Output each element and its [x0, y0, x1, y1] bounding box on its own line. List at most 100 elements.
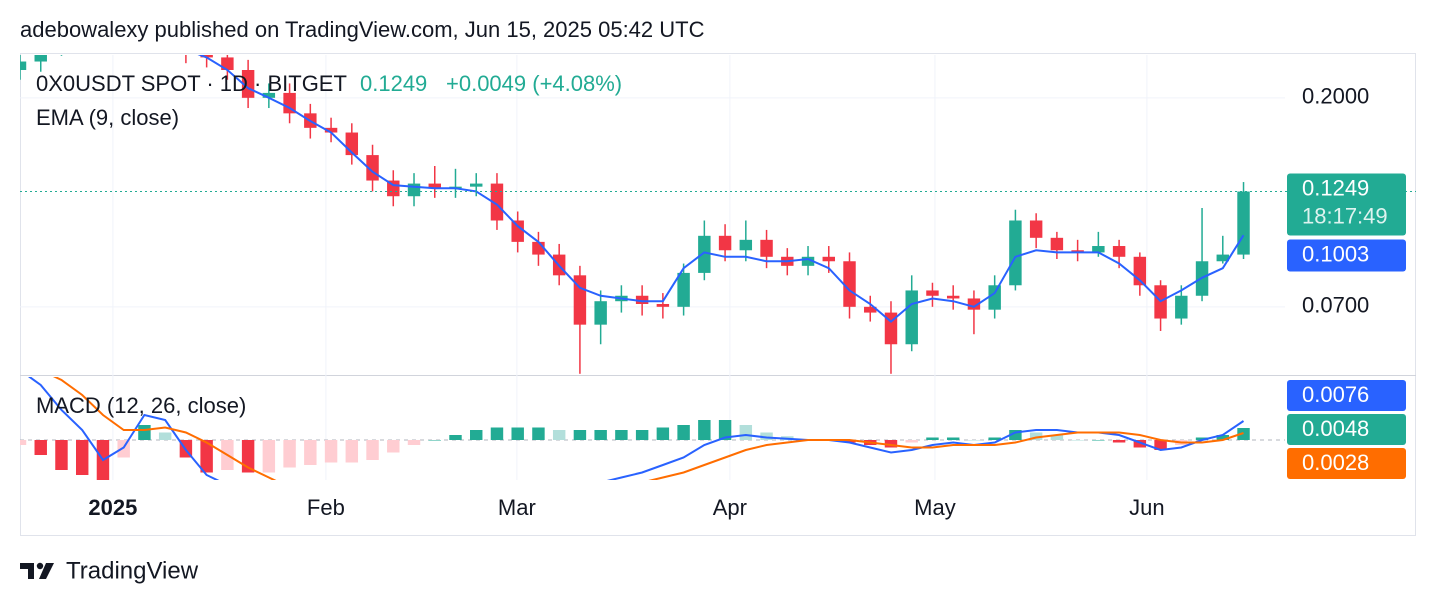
candle-body: [1029, 220, 1043, 238]
histogram-bar: [677, 425, 690, 440]
histogram-bar: [1071, 440, 1084, 441]
candle-body: [905, 290, 918, 345]
y-tick-label: 0.2000: [1302, 84, 1369, 109]
histogram-bar: [34, 440, 47, 455]
histogram-bar: [552, 430, 566, 440]
candle-body: [283, 92, 296, 114]
histogram-bar: [1029, 432, 1043, 440]
candle-body: [988, 285, 1001, 310]
histogram-bar: [656, 427, 670, 440]
histogram-bar: [532, 427, 545, 440]
candle-body: [200, 55, 213, 58]
candle-body: [1071, 250, 1084, 253]
histogram-bar: [1216, 435, 1230, 440]
x-tick-label: Feb: [307, 495, 345, 520]
candle-body: [822, 256, 835, 262]
candle-body: [573, 275, 587, 325]
histogram-bar: [304, 440, 317, 465]
candle-body: [1175, 295, 1188, 319]
candle-body: [801, 256, 815, 266]
histogram-bar: [449, 435, 462, 440]
candle-body: [20, 61, 27, 71]
candle-body: [739, 239, 753, 251]
x-tick-label: Mar: [498, 495, 536, 520]
candle-body: [324, 127, 338, 133]
histogram-bar: [20, 440, 27, 445]
histogram-bar: [988, 437, 1001, 440]
histogram-bar: [615, 430, 628, 440]
histogram-bar: [1009, 430, 1022, 440]
histogram-bar: [884, 440, 898, 448]
x-tick-label: May: [914, 495, 956, 520]
histogram-bar: [698, 420, 711, 440]
histogram-bar: [635, 430, 649, 440]
candle-body: [677, 272, 690, 307]
candle-body: [1009, 220, 1022, 286]
candle-body: [656, 303, 670, 307]
candle-body: [34, 55, 47, 62]
candle-body: [635, 295, 649, 304]
x-tick-label: Apr: [713, 495, 747, 520]
candle-body: [864, 306, 877, 313]
histogram-bar: [428, 440, 441, 441]
candle-body: [698, 235, 711, 273]
price-box-label: 0.0076: [1302, 382, 1369, 407]
histogram-bar: [594, 430, 607, 440]
candle-body: [718, 235, 732, 251]
histogram-bar: [573, 430, 587, 440]
histogram-bar: [262, 440, 276, 473]
symbol: 0X0USDT SPOT · 1D · BITGET: [36, 71, 347, 96]
histogram-bar: [75, 440, 89, 475]
histogram-bar: [490, 427, 504, 440]
price-box: [1287, 448, 1406, 479]
candle-body: [946, 295, 960, 299]
histogram-bar: [946, 437, 960, 440]
candle-body: [967, 298, 981, 310]
histogram-bar: [1154, 440, 1167, 450]
price-box-label: 0.1249: [1302, 175, 1369, 200]
y-tick-label: 0.0700: [1302, 293, 1369, 318]
candle-body: [1112, 246, 1126, 257]
price-box: [1287, 239, 1406, 272]
histogram-bar: [1133, 440, 1147, 448]
candle-body: [262, 92, 276, 98]
line: [52, 377, 1244, 480]
histogram-bar: [407, 440, 421, 445]
footer: TradingView: [66, 557, 199, 584]
candle-body: [511, 220, 524, 242]
histogram-bar: [241, 440, 255, 473]
histogram-bar: [55, 440, 68, 470]
histogram-bar: [967, 440, 981, 441]
candle-body: [428, 183, 441, 189]
histogram-bar: [511, 427, 524, 440]
candle-body: [470, 183, 483, 187]
price-box: [1287, 414, 1406, 445]
x-tick-label: 2025: [88, 495, 137, 520]
price-box-label: 18:17:49: [1302, 203, 1388, 228]
histogram-bar: [345, 440, 359, 463]
histogram-bar: [1092, 440, 1105, 441]
candle-body: [843, 261, 856, 307]
histogram-bar: [324, 440, 338, 463]
candle-body: [1237, 191, 1250, 255]
candle-body: [884, 312, 898, 345]
histogram-bar: [1195, 437, 1209, 440]
histogram-bar: [117, 440, 130, 458]
legend-close: 0.1249: [360, 71, 427, 96]
ema-legend: EMA (9, close): [36, 105, 179, 130]
histogram-bar: [926, 437, 939, 440]
logo: [20, 562, 54, 579]
candle-body: [241, 70, 255, 98]
candle-body: [221, 57, 234, 71]
histogram-bar: [283, 440, 296, 468]
price-box-label: 0.0048: [1302, 416, 1369, 441]
candle-body: [1092, 246, 1105, 253]
histogram-bar: [1050, 435, 1064, 440]
histogram-bar: [843, 440, 856, 443]
candle-body: [1050, 237, 1064, 251]
histogram-bar: [366, 440, 379, 460]
x-tick-label: Jun: [1129, 495, 1164, 520]
histogram-bar: [138, 425, 151, 440]
frame: [20, 53, 1416, 536]
